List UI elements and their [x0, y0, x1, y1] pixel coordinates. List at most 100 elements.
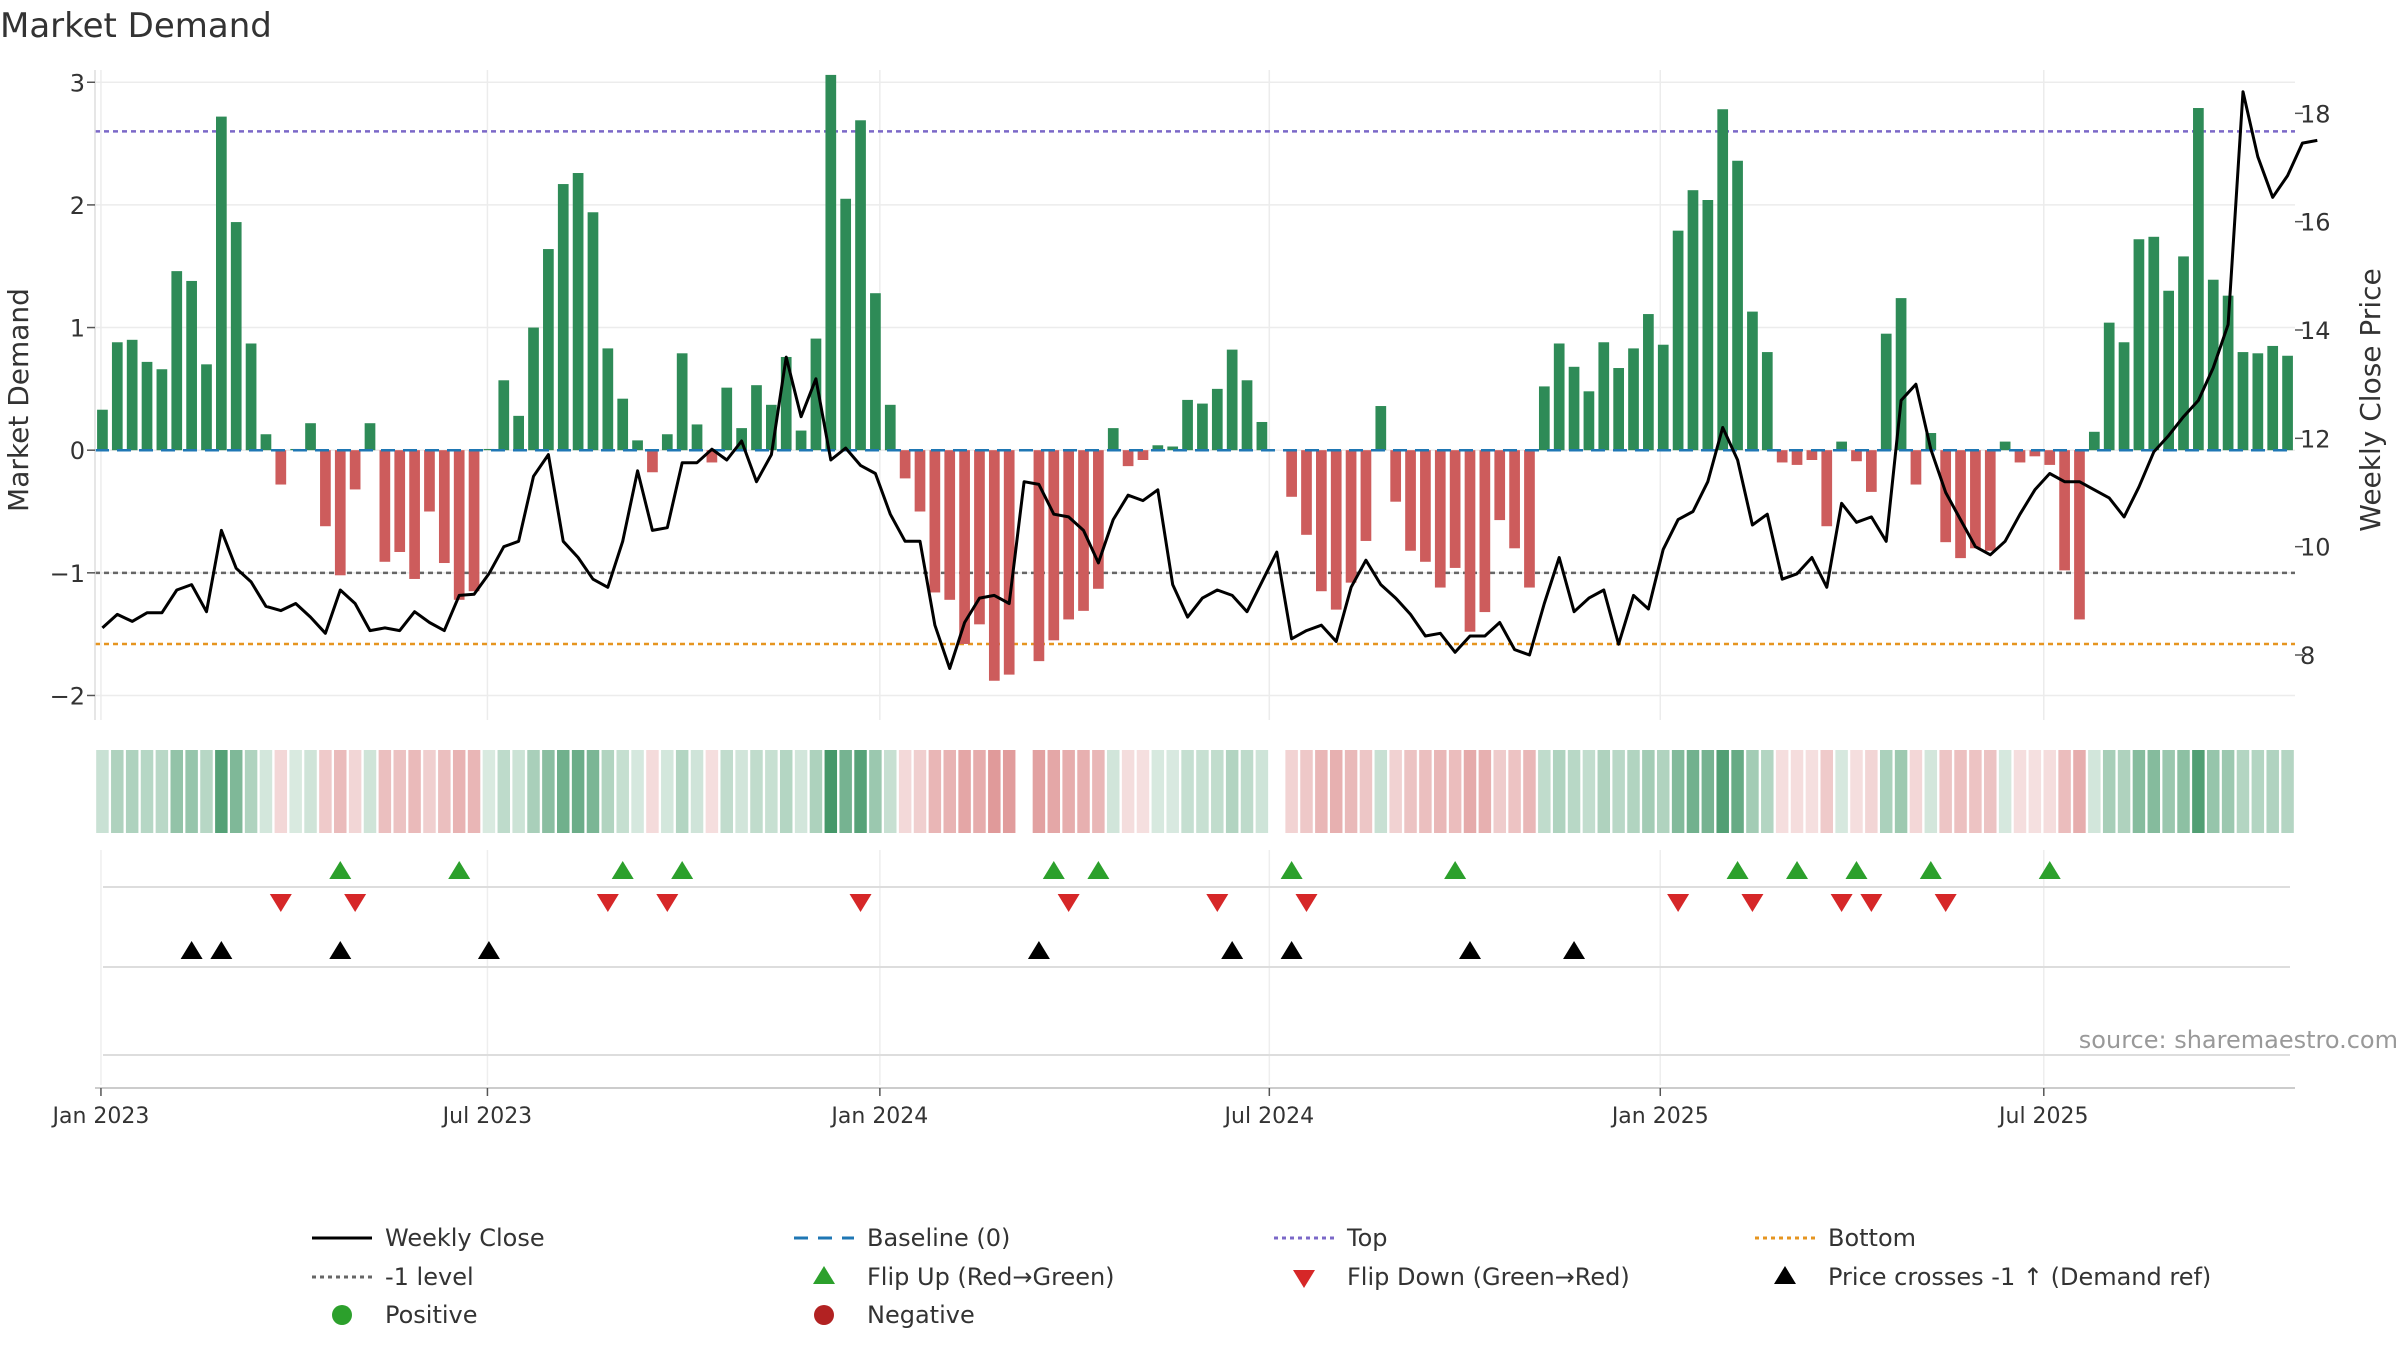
negative-bar: [1405, 450, 1416, 551]
legend-label: Baseline (0): [867, 1224, 1010, 1252]
positive-bar: [855, 120, 866, 451]
heat-cell: [1404, 750, 1417, 833]
heat-cell: [765, 750, 778, 833]
positive-bar: [1761, 352, 1773, 451]
flip-up-marker: [1087, 861, 1110, 879]
positive-bar: [1553, 343, 1565, 451]
heat-cell: [661, 750, 674, 833]
heat-cell: [2088, 750, 2101, 833]
negative-bar: [1866, 450, 1877, 492]
negative-bar: [394, 450, 406, 552]
heat-cell: [750, 750, 763, 833]
positive-bar: [2193, 108, 2204, 451]
positive-bar: [766, 404, 777, 451]
positive-bar: [186, 280, 197, 451]
heat-cell: [1805, 750, 1819, 833]
positive-bar: [1256, 421, 1268, 451]
heat-cell: [1478, 750, 1492, 833]
legend-swatch-cross: [1774, 1266, 1796, 1284]
heat-cell: [393, 750, 406, 833]
negative-bar: [929, 450, 941, 593]
flip-up-marker: [611, 861, 634, 879]
demand-heat-strip: [96, 750, 2294, 833]
legend-swatch-positive: [332, 1305, 352, 1325]
heat-cell: [1389, 750, 1402, 833]
negative-bar: [468, 450, 480, 592]
y2-axis-label: Weekly Close Price: [2354, 268, 2387, 531]
negative-bar: [1910, 450, 1922, 485]
flip-down-marker: [1206, 894, 1229, 912]
heat-cell: [125, 750, 139, 833]
flip-down-marker: [1830, 894, 1853, 912]
heat-cell: [1775, 750, 1789, 833]
positive-bar: [721, 387, 733, 451]
positive-bar: [1598, 342, 1610, 451]
heat-cell: [2221, 750, 2235, 833]
legend-swatch-flip-up: [813, 1266, 835, 1284]
heat-cell: [1315, 750, 1328, 833]
heat-cell: [1032, 750, 1046, 833]
positive-bar: [2088, 431, 2100, 451]
heat-cell: [2162, 750, 2175, 833]
heat-cell: [1686, 750, 1700, 833]
x-tick-label: Jan 2024: [829, 1104, 928, 1129]
positive-bar: [230, 222, 242, 451]
flip-up-marker: [329, 861, 352, 879]
heat-cell: [958, 750, 971, 833]
heat-cell: [586, 750, 600, 833]
heat-cell: [988, 750, 1001, 833]
positive-bar: [632, 440, 643, 451]
negative-bar: [320, 450, 331, 527]
legend-label: Bottom: [1828, 1224, 1916, 1252]
heat-cell: [111, 750, 124, 833]
y2-tick-label: 16: [2300, 209, 2331, 237]
positive-bar: [2133, 239, 2145, 451]
heat-cell: [378, 750, 392, 833]
heat-cell: [1434, 750, 1447, 833]
negative-bar: [409, 450, 420, 579]
heat-cell: [1523, 750, 1536, 833]
heat-cell: [1077, 750, 1090, 833]
heat-cell: [1731, 750, 1744, 833]
heat-cell: [1879, 750, 1893, 833]
positive-bar: [2163, 290, 2174, 451]
heat-cell: [913, 750, 927, 833]
price-cross-marker: [1459, 941, 1481, 959]
heat-cell: [1508, 750, 1521, 833]
price-cross-marker: [477, 941, 500, 959]
negative-bar: [1345, 450, 1357, 583]
positive-bar: [1925, 433, 1937, 451]
legend-item: Bottom: [1755, 1224, 1916, 1252]
positive-bar: [483, 448, 495, 451]
heat-cell: [646, 750, 659, 833]
positive-bar: [216, 116, 227, 451]
positive-bar: [111, 342, 123, 451]
positive-bar: [245, 343, 257, 451]
flip-down-marker: [1860, 894, 1883, 912]
heat-cell: [1597, 750, 1611, 833]
y2-tick-label: 18: [2300, 100, 2331, 128]
heat-cell: [2013, 750, 2027, 833]
heat-cell: [1166, 750, 1179, 833]
price-cross-marker: [1221, 941, 1244, 959]
y-tick-label: 2: [70, 192, 85, 220]
heat-cell: [1969, 750, 1982, 833]
positive-bar: [1672, 230, 1684, 451]
heat-cell: [735, 750, 748, 833]
positive-bar: [2282, 355, 2293, 451]
legend-item: Baseline (0): [794, 1224, 1010, 1252]
heat-cell: [2043, 750, 2056, 833]
heat-cell: [779, 750, 793, 833]
positive-bar: [1702, 200, 1714, 451]
heat-cell: [690, 750, 704, 833]
reference-lines: [95, 130, 2295, 646]
heat-cell: [140, 750, 154, 833]
positive-bar: [305, 423, 316, 451]
negative-bar: [1137, 450, 1149, 460]
heat-cell: [1107, 750, 1120, 833]
heat-cell: [1627, 750, 1640, 833]
heat-cell: [1761, 750, 1774, 833]
legend-label: Flip Up (Red→Green): [867, 1263, 1115, 1291]
heat-cell: [1954, 750, 1967, 833]
